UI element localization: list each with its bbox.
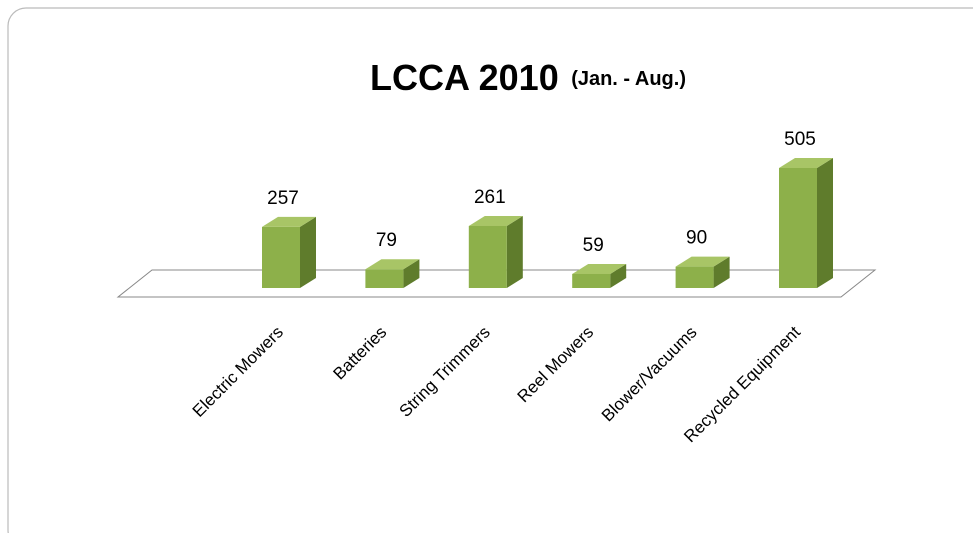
- bar-side: [713, 256, 730, 288]
- bar: [468, 225, 507, 288]
- chart-title: LCCA 2010: [370, 57, 559, 98]
- bar-top: [572, 263, 627, 274]
- bar-top: [262, 216, 316, 227]
- bar-top: [365, 259, 420, 270]
- bar-top: [468, 215, 523, 226]
- bar-side: [300, 216, 316, 288]
- bar: [365, 269, 404, 288]
- data-label: 59: [583, 235, 604, 256]
- bar-side: [817, 158, 833, 288]
- bar: [262, 226, 300, 288]
- bar: [572, 273, 611, 288]
- chart-subtitle: (Jan. - Aug.): [571, 68, 686, 90]
- data-label: 79: [376, 230, 397, 251]
- bar-side: [403, 259, 420, 288]
- chart-title-group: LCCA 2010 (Jan. - Aug.): [370, 57, 686, 98]
- data-label: 257: [267, 188, 299, 209]
- data-label: 261: [474, 187, 506, 208]
- bar: [675, 266, 714, 288]
- bar-top: [675, 256, 730, 267]
- bar: [779, 168, 817, 288]
- data-label: 90: [686, 228, 707, 249]
- bar-side: [506, 215, 523, 288]
- bar-side: [610, 263, 627, 288]
- data-label: 505: [784, 129, 816, 150]
- bar-top: [779, 158, 833, 168]
